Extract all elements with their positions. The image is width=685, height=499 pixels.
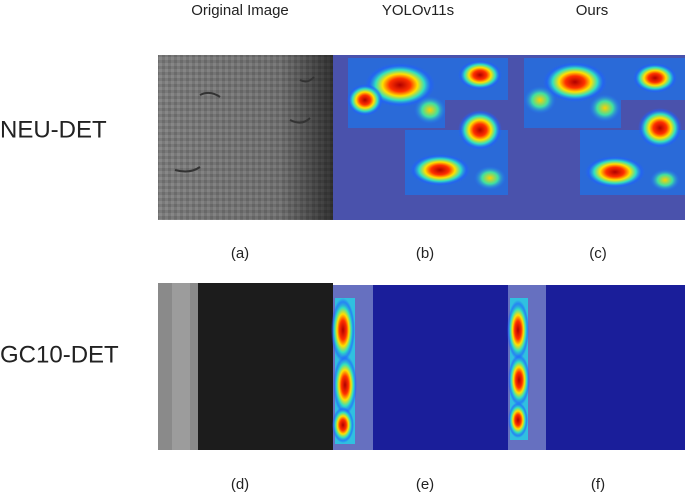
heatmap (507, 285, 685, 450)
heatmap (508, 55, 685, 220)
caption: (e) (416, 476, 434, 493)
caption: (d) (231, 476, 249, 493)
row-label: NEU-DET (0, 116, 107, 143)
heatmap (333, 55, 508, 220)
column-header: Ours (576, 2, 609, 19)
row-label: GC10-DET (0, 341, 119, 368)
caption: (c) (589, 245, 607, 262)
column-header: YOLOv11s (382, 2, 454, 19)
caption: (b) (416, 245, 434, 262)
heatmap (331, 285, 508, 450)
image (158, 55, 333, 220)
image (158, 283, 333, 450)
caption: (f) (591, 476, 605, 493)
column-header: Original Image (191, 2, 289, 19)
caption: (a) (231, 245, 249, 262)
